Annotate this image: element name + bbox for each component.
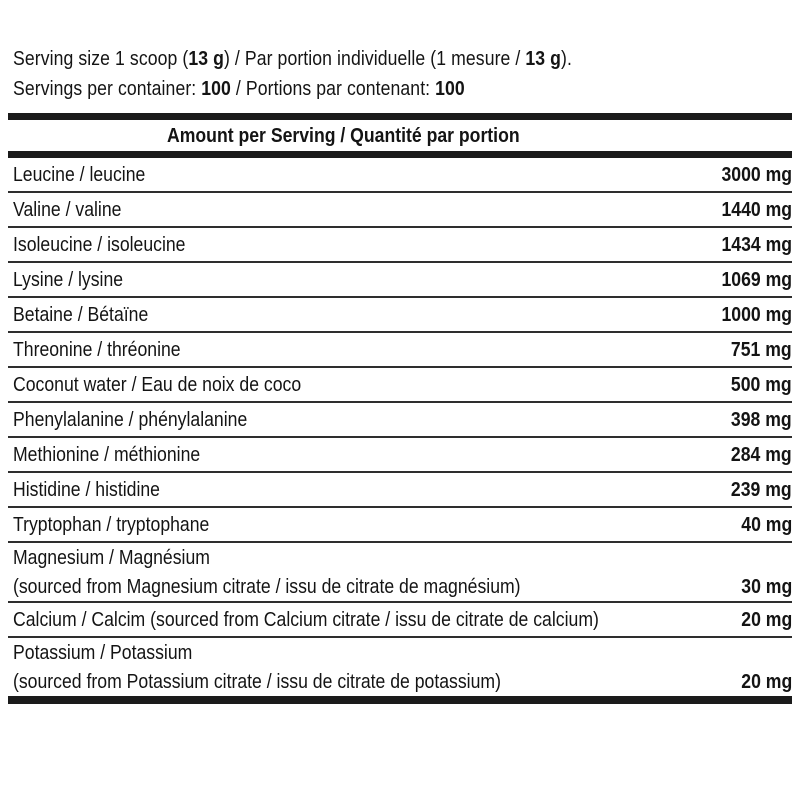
ingredient-amount: 3000 mg (721, 163, 792, 186)
row-divider (8, 541, 792, 543)
ingredient-amount: 500 mg (731, 373, 792, 396)
ingredient-amount: 20 mg (741, 608, 792, 631)
row-divider (8, 296, 792, 298)
servings-count-en: 100 (201, 77, 231, 100)
ingredient-name: Coconut water / Eau de noix de coco (13, 368, 348, 401)
ingredient-name: Threonine / thréonine (13, 333, 208, 366)
amount-per-serving-header: Amount per Serving / Quantité par portio… (0, 120, 800, 151)
divider-below-header (8, 151, 792, 158)
ingredient-name: Tryptophan / tryptophane (13, 508, 241, 541)
ingredient-name: Betaine / Bétaïne (13, 298, 170, 331)
ingredient-table: Leucine / leucine 3000 mg Valine / valine 1… (0, 158, 800, 696)
table-row: Potassium / Potassium (sourced from Potas… (0, 638, 800, 696)
ingredient-amount: 284 mg (731, 443, 792, 466)
ingredient-name-line: Phenylalanine / phénylalanine (13, 408, 248, 431)
row-divider (8, 436, 792, 438)
table-row: Threonine / thréonine 751 mg (0, 333, 800, 366)
row-divider (8, 226, 792, 228)
nutrition-facts-panel: Serving size 1 scoop (13 g) / Par portio… (0, 44, 800, 704)
table-row: Coconut water / Eau de noix de coco 500 m… (0, 368, 800, 401)
row-divider (8, 471, 792, 473)
ingredient-name-line: Tryptophan / tryptophane (13, 513, 210, 536)
ingredient-name-line: (sourced from Magnesium citrate / issu d… (13, 575, 521, 598)
ingredient-amount: 1069 mg (721, 268, 792, 291)
table-row: Histidine / histidine 239 mg (0, 473, 800, 506)
table-row: Isoleucine / isoleucine 1434 mg (0, 228, 800, 261)
ingredient-name-line: Threonine / thréonine (13, 338, 181, 361)
ingredient-amount: 20 mg (741, 670, 792, 693)
ingredient-name-line: Methionine / méthionine (13, 443, 201, 466)
ingredient-amount: 30 mg (741, 575, 792, 598)
servings-per-container-line: Servings per container: 100 / Portions p… (0, 74, 800, 104)
ingredient-name: Leucine / leucine (13, 158, 167, 191)
serving-size-text-pre: Serving size 1 scoop ( (13, 47, 189, 70)
divider-above-header (8, 113, 792, 120)
ingredient-name: Isoleucine / isoleucine (13, 228, 214, 261)
ingredient-name-line: Leucine / leucine (13, 163, 146, 186)
row-divider (8, 506, 792, 508)
ingredient-name: Phenylalanine / phénylalanine (13, 403, 285, 436)
table-row: Lysine / lysine 1069 mg (0, 263, 800, 296)
ingredient-name-line: Coconut water / Eau de noix de coco (13, 373, 302, 396)
ingredient-amount: 1434 mg (721, 233, 792, 256)
ingredient-name-line: Potassium / Potassium (13, 641, 193, 664)
ingredient-amount: 40 mg (741, 513, 792, 536)
servings-count-fr: 100 (435, 77, 465, 100)
ingredient-name: Valine / valine (13, 193, 139, 226)
ingredient-amount: 1440 mg (721, 198, 792, 221)
ingredient-amount: 239 mg (731, 478, 792, 501)
table-row: Tryptophan / tryptophane 40 mg (0, 508, 800, 541)
ingredient-name-line: Valine / valine (13, 198, 122, 221)
ingredient-name-line: Calcium / Calcim (sourced from Calcium c… (13, 608, 599, 631)
row-divider (8, 636, 792, 638)
row-divider (8, 191, 792, 193)
servings-text-pre: Servings per container: (13, 77, 202, 100)
row-divider (8, 401, 792, 403)
table-row: Phenylalanine / phénylalanine 398 mg (0, 403, 800, 436)
serving-size-text-post: ). (561, 47, 572, 70)
divider-table-bottom (8, 696, 792, 704)
ingredient-amount: 398 mg (731, 408, 792, 431)
serving-size-weight-en: 13 g (188, 47, 224, 70)
ingredient-name: Methionine / méthionine (13, 438, 231, 471)
table-row: Magnesium / Magnésium (sourced from Magne… (0, 543, 800, 601)
ingredient-name-line: Isoleucine / isoleucine (13, 233, 186, 256)
table-row: Methionine / méthionine 284 mg (0, 438, 800, 471)
row-divider (8, 601, 792, 603)
ingredient-name: Potassium / Potassium (sourced from Potas… (13, 638, 580, 696)
ingredient-amount: 1000 mg (721, 303, 792, 326)
table-row: Calcium / Calcim (sourced from Calcium c… (0, 603, 800, 636)
serving-size-line: Serving size 1 scoop (13 g) / Par portio… (0, 44, 800, 74)
serving-size-weight-fr: 13 g (525, 47, 562, 70)
table-row: Valine / valine 1440 mg (0, 193, 800, 226)
serving-size-text-mid: ) / Par portion individuelle (1 mesure / (223, 47, 526, 70)
ingredient-name: Magnesium / Magnésium (sourced from Magne… (13, 543, 603, 601)
ingredient-name: Lysine / lysine (13, 263, 141, 296)
row-divider (8, 261, 792, 263)
ingredient-name: Histidine / histidine (13, 473, 184, 506)
row-divider (8, 331, 792, 333)
ingredient-name-line: Magnesium / Magnésium (13, 546, 210, 569)
table-row: Leucine / leucine 3000 mg (0, 158, 800, 191)
servings-text-mid: / Portions par contenant: (230, 77, 436, 100)
ingredient-name-line: (sourced from Potassium citrate / issu d… (13, 670, 501, 693)
ingredient-name-line: Lysine / lysine (13, 268, 124, 291)
row-divider (8, 366, 792, 368)
ingredient-name-line: Histidine / histidine (13, 478, 160, 501)
ingredient-name-line: Betaine / Bétaïne (13, 303, 149, 326)
amount-per-serving-label: Amount per Serving / Quantité par portio… (167, 123, 520, 147)
ingredient-name: Calcium / Calcim (sourced from Calcium c… (13, 603, 694, 636)
table-row: Betaine / Bétaïne 1000 mg (0, 298, 800, 331)
ingredient-amount: 751 mg (731, 338, 792, 361)
